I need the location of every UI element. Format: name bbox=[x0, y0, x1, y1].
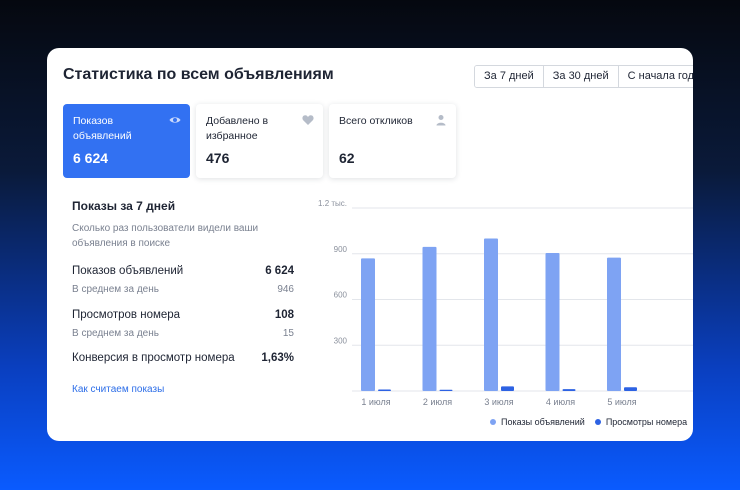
tile-label: Добавлено в избранное bbox=[206, 115, 269, 142]
legend-item-views: Показы объявлений bbox=[490, 417, 585, 427]
bar-views bbox=[484, 238, 498, 391]
x-tick-label: 2 июля bbox=[423, 397, 452, 407]
tile-label: Показов объявлений bbox=[73, 115, 132, 142]
phone-avg-row: В среднем за день 15 bbox=[72, 328, 294, 339]
phone-row: Просмотров номера 108 bbox=[72, 309, 294, 321]
tile-value: 62 bbox=[339, 150, 355, 166]
phone-label: Просмотров номера bbox=[72, 309, 181, 321]
how-we-count-link[interactable]: Как считаем показы bbox=[72, 384, 165, 395]
views-avg-label: В среднем за день bbox=[72, 284, 159, 295]
period-switch: За 7 дней За 30 дней С начала года bbox=[474, 65, 693, 88]
tile-favorites[interactable]: Добавлено в избранное 476 bbox=[196, 104, 323, 178]
y-tick-label: 300 bbox=[334, 336, 348, 345]
eye-icon bbox=[169, 117, 181, 123]
section-description: Сколько раз пользователи видели ваши объ… bbox=[72, 223, 259, 249]
legend-dot-phone bbox=[594, 419, 601, 425]
phone-value: 108 bbox=[274, 309, 294, 321]
phone-avg-label: В среднем за день bbox=[72, 328, 159, 339]
bar-views bbox=[607, 257, 621, 391]
chart-legend: Показы объявлений Просмотры номера bbox=[490, 417, 687, 427]
conversion-value: 1,63% bbox=[261, 352, 294, 364]
legend-dot-views bbox=[490, 419, 496, 425]
bar-phone bbox=[624, 387, 637, 391]
bar-phone bbox=[501, 386, 514, 391]
legend-label-views: Показы объявлений bbox=[501, 417, 585, 427]
y-tick-label: 1.2 тыс. bbox=[318, 199, 347, 208]
period-year-button[interactable]: С начала года bbox=[618, 66, 693, 87]
bar-phone bbox=[378, 389, 391, 391]
bar-views bbox=[361, 258, 375, 391]
tile-views[interactable]: Показов объявлений 6 624 bbox=[63, 104, 190, 178]
period-30-days-button[interactable]: За 30 дней bbox=[543, 66, 619, 87]
bar-views bbox=[422, 246, 437, 391]
x-tick-label: 1 июля bbox=[361, 397, 390, 407]
conversion-label: Конверсия в просмотр номера bbox=[72, 352, 235, 364]
bar-phone bbox=[562, 389, 576, 391]
y-tick-label: 600 bbox=[334, 291, 348, 300]
heart-icon bbox=[302, 115, 314, 125]
views-row: Показов объявлений 6 624 bbox=[72, 265, 294, 277]
phone-avg-value: 15 bbox=[282, 328, 294, 339]
period-7-days-button[interactable]: За 7 дней bbox=[475, 66, 544, 87]
user-icon bbox=[436, 115, 446, 126]
views-value: 6 624 bbox=[265, 265, 294, 277]
y-tick-label: 900 bbox=[334, 245, 348, 254]
section-title: Показы за 7 дней bbox=[72, 199, 176, 213]
page-title: Статистика по всем объявлениям bbox=[63, 66, 334, 83]
x-tick-label: 3 июля bbox=[484, 397, 513, 407]
tile-value: 476 bbox=[206, 150, 230, 166]
views-chart: 300 600 900 1.2 тыс. 1 июля 2 июля 3 июля 4 июл… bbox=[297, 196, 693, 441]
x-tick-label: 4 июля bbox=[546, 397, 575, 407]
bar-phone bbox=[439, 389, 453, 391]
tile-responses[interactable]: Всего откликов 62 bbox=[329, 104, 456, 178]
bar-views bbox=[545, 252, 560, 391]
views-label: Показов объявлений bbox=[72, 265, 184, 277]
tile-label: Всего откликов bbox=[339, 115, 413, 127]
conversion-row: Конверсия в просмотр номера 1,63% bbox=[72, 352, 294, 364]
chart-svg: 300 600 900 1.2 тыс. 1 июля 2 июля 3 июля 4 июл… bbox=[318, 199, 693, 407]
x-tick-label: 5 июля bbox=[607, 397, 636, 407]
legend-label-phone: Просмотры номера bbox=[605, 417, 688, 427]
tile-value: 6 624 bbox=[73, 150, 109, 166]
legend-item-phone: Просмотры номера bbox=[594, 417, 688, 427]
views-avg-row: В среднем за день 946 bbox=[72, 284, 294, 295]
views-avg-value: 946 bbox=[277, 284, 294, 295]
stats-card: Статистика по всем объявлениям За 7 дней… bbox=[47, 48, 693, 441]
